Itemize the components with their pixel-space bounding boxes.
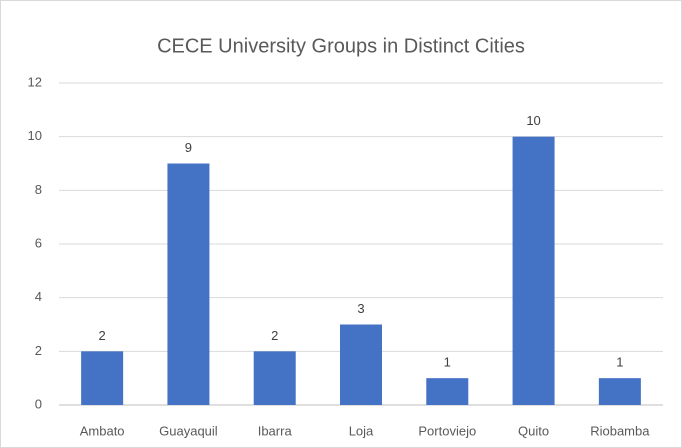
y-tick-label: 12	[28, 74, 42, 89]
value-label: 9	[185, 140, 192, 155]
bar	[598, 378, 641, 405]
bar	[340, 324, 382, 405]
bar	[253, 351, 296, 405]
bar	[512, 136, 555, 405]
value-label: 1	[444, 355, 451, 370]
y-tick-label: 10	[28, 128, 42, 143]
value-label: 1	[616, 355, 623, 370]
value-label: 3	[357, 301, 364, 316]
y-tick-label: 4	[35, 289, 42, 304]
bar	[426, 378, 469, 405]
chart-title: CECE University Groups in Distinct Citie…	[157, 35, 525, 57]
y-tick-label: 0	[35, 396, 42, 411]
x-tick-label: Guayaquil	[159, 423, 218, 438]
bar	[167, 163, 210, 405]
value-label: 2	[99, 328, 106, 343]
x-tick-label: Loja	[349, 423, 374, 438]
x-tick-label: Ibarra	[258, 423, 293, 438]
x-tick-label: Riobamba	[590, 423, 650, 438]
bar	[81, 351, 124, 405]
x-tick-label: Quito	[518, 423, 549, 438]
x-tick-label: Portoviejo	[418, 423, 476, 438]
value-label: 10	[526, 113, 540, 128]
y-tick-label: 2	[35, 343, 42, 358]
value-label: 2	[271, 328, 278, 343]
y-tick-label: 6	[35, 235, 42, 250]
y-tick-label: 8	[35, 182, 42, 197]
x-tick-label: Ambato	[80, 423, 125, 438]
